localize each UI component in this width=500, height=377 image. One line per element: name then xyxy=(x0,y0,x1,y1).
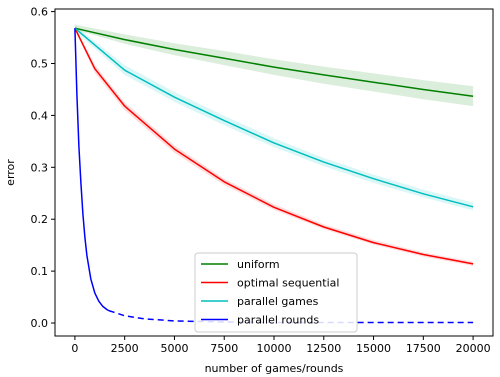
legend-label: parallel rounds xyxy=(237,314,319,327)
x-tick-label: 0 xyxy=(71,342,78,355)
x-tick-label: 10000 xyxy=(257,342,292,355)
series-line-2 xyxy=(74,27,474,208)
y-axis-ticks: 0.0 0.1 0.2 0.3 0.4 0.5 0.6 xyxy=(31,6,55,330)
y-tick-label: 0.5 xyxy=(31,58,49,71)
legend-box xyxy=(194,252,358,333)
legend: uniform optimal sequential parallel games p… xyxy=(194,252,358,333)
y-tick-label: 0.4 xyxy=(31,109,49,122)
y-tick-label: 0.6 xyxy=(31,6,49,19)
y-tick-label: 0.0 xyxy=(31,317,49,330)
series-line-3 xyxy=(74,28,110,312)
x-tick-label: 20000 xyxy=(456,342,491,355)
confidence-bands xyxy=(74,24,474,266)
legend-label: optimal sequential xyxy=(237,277,339,290)
x-tick-label: 17500 xyxy=(406,342,441,355)
x-tick-label: 7500 xyxy=(210,342,238,355)
y-tick-label: 0.3 xyxy=(31,161,49,174)
y-axis-label: error xyxy=(4,159,17,186)
x-tick-label: 15000 xyxy=(356,342,391,355)
series-line-0 xyxy=(74,27,474,97)
x-tick-label: 5000 xyxy=(160,342,188,355)
y-tick-label: 0.1 xyxy=(31,265,49,278)
x-tick-label: 12500 xyxy=(306,342,341,355)
x-axis-label: number of games/rounds xyxy=(205,362,344,375)
series-line-1 xyxy=(74,27,474,265)
legend-label: parallel games xyxy=(237,295,319,308)
confidence-band-0 xyxy=(74,24,474,107)
x-axis-ticks: 0 2500 5000 7500 10000 12500 15000 17500 20000 xyxy=(71,336,491,355)
legend-label: uniform xyxy=(237,258,280,271)
x-tick-label: 2500 xyxy=(111,342,139,355)
y-tick-label: 0.2 xyxy=(31,213,49,226)
